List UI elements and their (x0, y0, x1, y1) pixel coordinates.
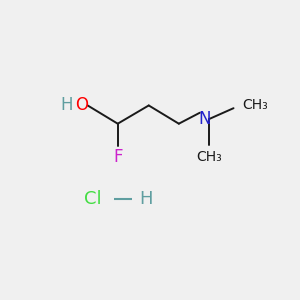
Text: CH₃: CH₃ (243, 98, 268, 112)
Text: CH₃: CH₃ (196, 149, 222, 164)
Text: Cl: Cl (84, 190, 101, 208)
Text: O: O (75, 97, 88, 115)
Text: F: F (113, 148, 122, 166)
Text: H: H (60, 97, 73, 115)
Text: N: N (198, 110, 211, 128)
Text: H: H (140, 190, 153, 208)
